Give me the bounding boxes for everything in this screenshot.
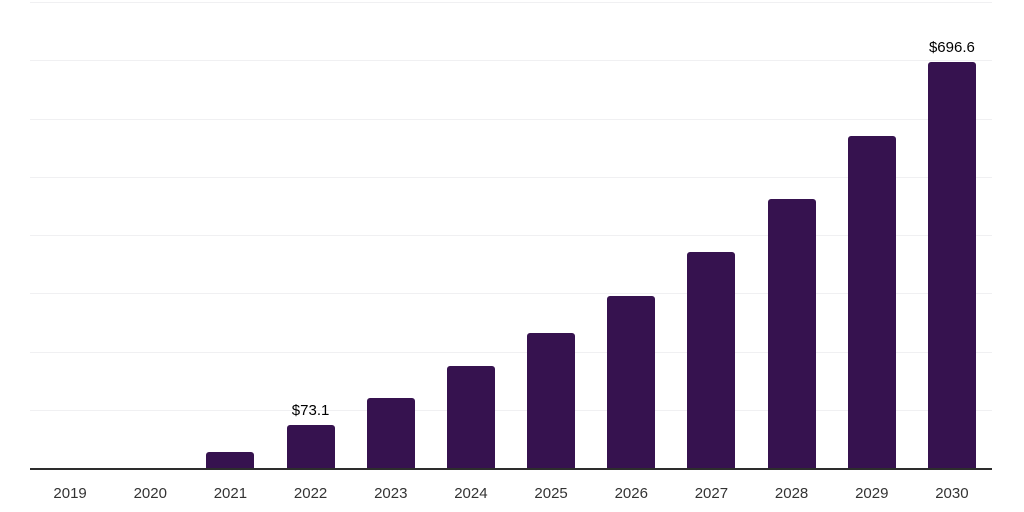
tick-label-2029: 2029	[855, 485, 889, 502]
tick-label-2027: 2027	[694, 485, 729, 502]
x-axis-line	[30, 468, 992, 470]
bar-2030	[927, 62, 976, 468]
x-axis-labels: 2019 2020 2021 2022 2023 2024 2025 2026 2027 2028…	[30, 486, 992, 504]
gridline-200	[30, 351, 992, 353]
bar-2023	[366, 397, 415, 468]
bar-2026	[607, 295, 656, 468]
gridline-600	[30, 118, 992, 120]
tick-label-2028: 2028	[774, 485, 809, 502]
tick-label-2023: 2023	[374, 485, 408, 502]
tick-label-2030: 2030	[935, 485, 969, 502]
gridline-400	[30, 235, 992, 236]
gridline-700	[30, 60, 992, 62]
tick-label-2021: 2021	[213, 485, 248, 502]
bar-2021	[206, 451, 255, 468]
plot-area: $73.1 $696.6	[30, 2, 992, 470]
tick-label-2019: 2019	[53, 485, 87, 502]
tick-label-2024: 2024	[454, 485, 488, 502]
tick-label-2025: 2025	[534, 485, 568, 502]
bar-2027	[687, 251, 736, 468]
data-label-2030: $696.6	[928, 39, 975, 57]
gridline-800	[30, 2, 992, 3]
bar-2025	[527, 333, 576, 468]
tick-label-2022: 2022	[293, 485, 328, 502]
tick-label-2020: 2020	[133, 485, 167, 502]
bar-2024	[446, 366, 495, 468]
gridline-500	[30, 176, 992, 178]
bar-2028	[767, 198, 816, 468]
bar-2022	[286, 425, 335, 468]
bar-2029	[847, 135, 896, 468]
gridline-300	[30, 293, 992, 295]
data-label-2022: $73.1	[291, 402, 330, 420]
gridline-100	[30, 409, 992, 411]
tick-label-2026: 2026	[614, 485, 648, 502]
